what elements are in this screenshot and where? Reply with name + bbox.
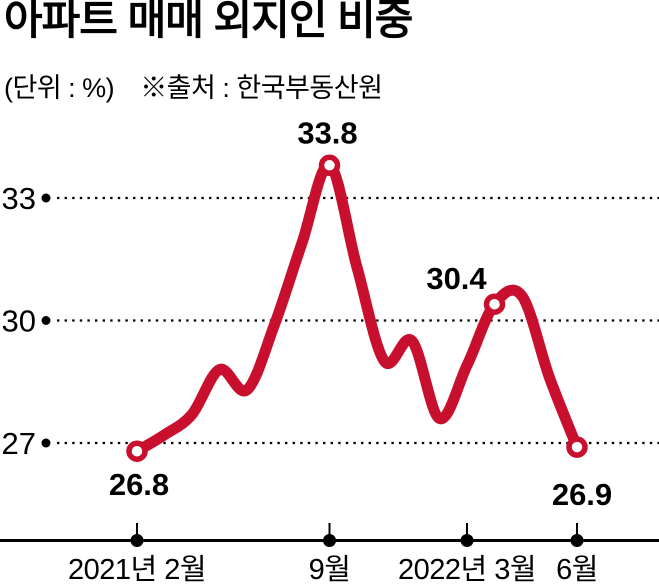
x-axis-tick-dot — [323, 534, 336, 547]
x-axis-tick-dot — [570, 534, 584, 547]
y-axis-label: 33 — [2, 181, 36, 216]
data-point-marker — [566, 436, 588, 458]
source-label: ※출처 : 한국부동산원 — [140, 73, 383, 103]
data-point-label: 30.4 — [426, 261, 487, 296]
x-axis-label: 2021년 2월 — [68, 553, 206, 586]
data-line — [131, 159, 583, 457]
x-axis-label: 6월 — [556, 553, 598, 586]
gridline-start-dot — [41, 193, 51, 203]
chart-title: 아파트 매매 외지인 비중 — [4, 0, 413, 43]
y-axis-label: 27 — [2, 426, 36, 461]
data-point-marker — [126, 440, 148, 462]
unit-label: (단위 : %) — [4, 73, 115, 103]
data-point-label: 33.8 — [297, 115, 357, 150]
gridline-start-dot — [41, 438, 51, 448]
x-axis-tick-dot — [130, 534, 144, 547]
data-point-marker — [483, 293, 506, 315]
data-point-label: 26.9 — [552, 477, 612, 512]
y-axis-label: 30 — [2, 304, 36, 339]
data-point-marker — [318, 154, 341, 177]
gridline-start-dot — [41, 316, 51, 325]
x-axis-tick-dot — [460, 534, 474, 547]
data-point-label: 26.8 — [109, 467, 169, 502]
x-axis-label: 2022년 3월 — [398, 553, 536, 586]
x-axis-label: 9월 — [309, 553, 351, 586]
chart-subtitle: (단위 : %) ※출처 : 한국부동산원 — [4, 66, 383, 105]
